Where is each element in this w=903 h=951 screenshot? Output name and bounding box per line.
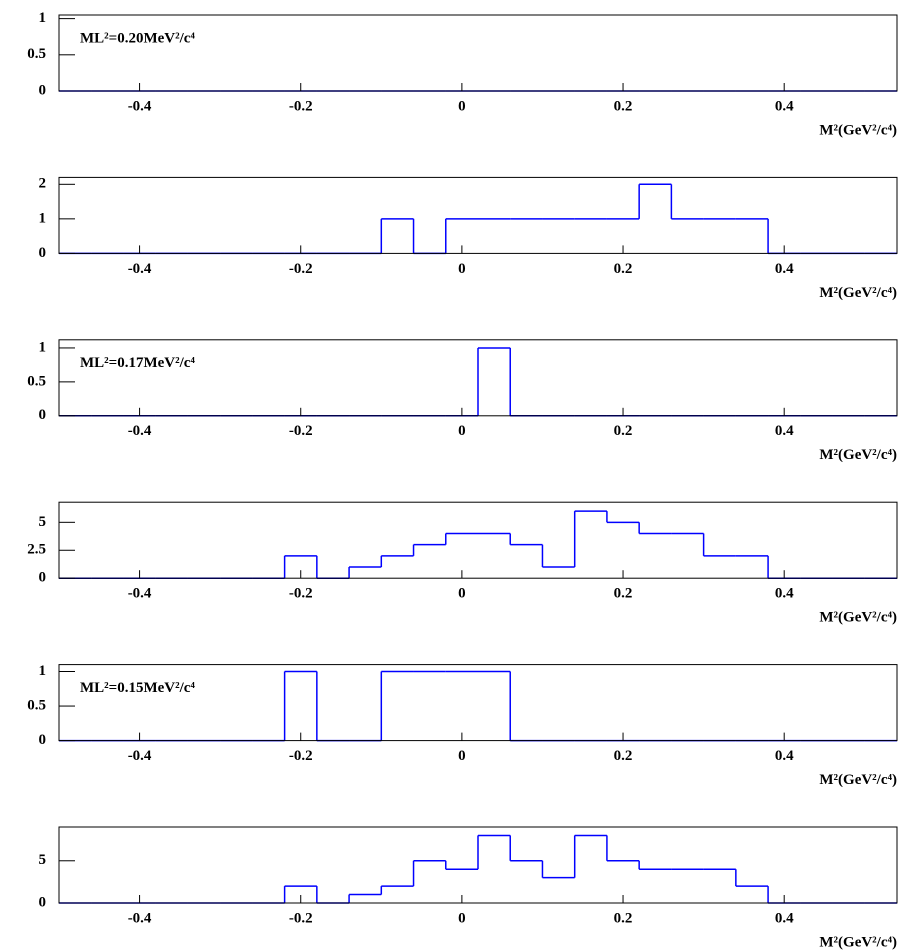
y-tick-label: 2.5 — [27, 542, 46, 558]
x-tick-label: -0.2 — [289, 261, 313, 277]
annotation: ML²=0.17MeV²/c⁴ — [80, 355, 195, 371]
x-tick-label: 0 — [458, 748, 466, 764]
y-tick-label: 1 — [39, 339, 47, 355]
x-tick-label: 0.2 — [614, 586, 633, 602]
plot-frame — [58, 339, 898, 417]
x-tick-label: 0.4 — [775, 423, 794, 439]
annotation: ML²=0.20MeV²/c⁴ — [80, 30, 195, 46]
y-tick-label: 0 — [39, 407, 47, 423]
x-tick-label: 0 — [458, 423, 466, 439]
y-tick-label: 0 — [39, 570, 47, 586]
x-tick-label: 0 — [458, 586, 466, 602]
x-tick-label: -0.2 — [289, 98, 313, 114]
x-tick-label: 0.4 — [775, 748, 794, 764]
x-tick-label: 0.2 — [614, 423, 633, 439]
x-axis-label: M²(GeV²/c⁴) — [819, 447, 897, 463]
plot-frame — [58, 826, 898, 904]
y-tick-label: 2 — [39, 176, 47, 192]
x-axis-label: M²(GeV²/c⁴) — [819, 122, 897, 138]
x-tick-label: -0.2 — [289, 910, 313, 926]
y-tick-label: 0.5 — [27, 373, 46, 389]
x-tick-label: -0.4 — [128, 748, 152, 764]
x-tick-label: 0.2 — [614, 748, 633, 764]
x-tick-label: 0 — [458, 98, 466, 114]
x-tick-label: 0 — [458, 910, 466, 926]
plot-frame — [58, 14, 898, 92]
y-tick-label: 0 — [39, 894, 47, 910]
y-tick-label: 1 — [39, 10, 47, 26]
y-tick-label: 0.5 — [27, 697, 46, 713]
x-tick-label: 0.2 — [614, 261, 633, 277]
x-tick-label: 0.4 — [775, 98, 794, 114]
x-tick-label: -0.4 — [128, 586, 152, 602]
x-tick-label: -0.4 — [128, 98, 152, 114]
x-tick-label: -0.2 — [289, 748, 313, 764]
x-tick-label: -0.4 — [128, 910, 152, 926]
x-axis-label: M²(GeV²/c⁴) — [819, 610, 897, 626]
x-axis-label: M²(GeV²/c⁴) — [819, 285, 897, 301]
plot-frame — [58, 501, 898, 579]
y-tick-label: 0 — [39, 245, 47, 261]
x-axis-label: M²(GeV²/c⁴) — [819, 934, 897, 950]
y-tick-label: 0 — [39, 82, 47, 98]
x-axis-label: M²(GeV²/c⁴) — [819, 772, 897, 788]
y-tick-label: 0 — [39, 732, 47, 748]
y-tick-label: 0.5 — [27, 46, 46, 62]
x-tick-label: -0.2 — [289, 423, 313, 439]
x-tick-label: -0.2 — [289, 586, 313, 602]
x-tick-label: 0.2 — [614, 98, 633, 114]
plot-frame — [58, 176, 898, 254]
x-tick-label: 0.4 — [775, 261, 794, 277]
plot-frame — [58, 664, 898, 742]
y-tick-label: 1 — [39, 210, 47, 226]
x-tick-label: 0 — [458, 261, 466, 277]
annotation: ML²=0.15MeV²/c⁴ — [80, 680, 195, 696]
x-tick-label: -0.4 — [128, 261, 152, 277]
x-tick-label: -0.4 — [128, 423, 152, 439]
x-tick-label: 0.4 — [775, 910, 794, 926]
y-tick-label: 5 — [39, 852, 47, 868]
y-tick-label: 1 — [39, 663, 47, 679]
x-tick-label: 0.4 — [775, 586, 794, 602]
y-tick-label: 5 — [39, 514, 47, 530]
x-tick-label: 0.2 — [614, 910, 633, 926]
